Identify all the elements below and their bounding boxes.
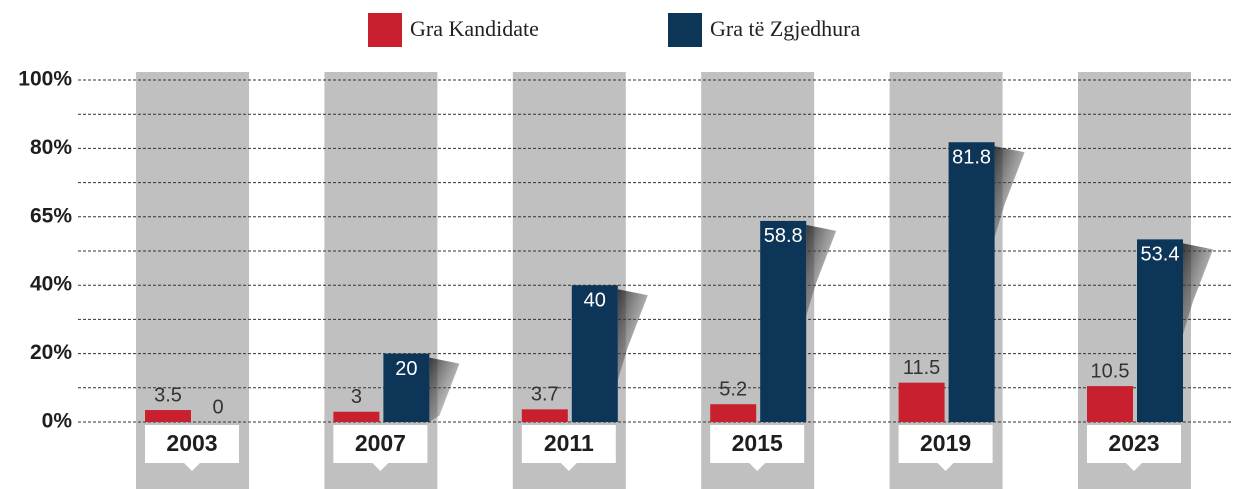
bar-shadow <box>806 224 837 316</box>
value-label: 40 <box>584 289 606 311</box>
y-tick-label: 0% <box>42 410 73 433</box>
x-tick-label: 2023 <box>1108 430 1159 456</box>
bar <box>333 411 380 422</box>
value-label: 10.5 <box>1091 360 1130 382</box>
value-label: 20 <box>395 358 417 380</box>
legend-label: Gra të Zgjedhura <box>710 16 860 41</box>
columns <box>136 72 1191 489</box>
bar <box>383 353 430 422</box>
bar-shadow <box>1183 243 1213 335</box>
legend-label: Gra Kandidate <box>410 16 539 41</box>
value-label: 5.2 <box>719 378 747 400</box>
bar <box>145 410 191 422</box>
bar <box>1087 386 1133 422</box>
bar <box>521 409 568 422</box>
category-box <box>521 425 616 471</box>
bar-shadow <box>429 357 460 422</box>
x-tick-label: 2015 <box>732 430 783 456</box>
category-box <box>333 425 428 471</box>
x-tick-label: 2003 <box>166 430 217 456</box>
value-label: 3 <box>351 386 362 408</box>
bar <box>1137 239 1183 422</box>
category-box <box>898 425 993 471</box>
value-label: 11.5 <box>903 357 940 379</box>
category-box <box>1087 425 1181 471</box>
bar <box>571 285 618 422</box>
value-label: 58.8 <box>764 225 803 247</box>
value-label: 0 <box>212 396 223 418</box>
bar <box>898 382 945 422</box>
bar <box>710 404 757 422</box>
y-tick-label: 100% <box>18 68 72 91</box>
x-tick-label: 2019 <box>920 430 971 456</box>
category-box <box>145 425 239 471</box>
x-tick-label: 2011 <box>544 430 594 456</box>
value-label: 3.5 <box>154 384 182 406</box>
marks: 3.5 0 2003 3 20 2007 3.7 40 2011 5.2 58.8 2015 11.5 8… <box>145 142 1213 471</box>
value-label: 53.4 <box>1141 244 1180 266</box>
category-box <box>710 425 805 471</box>
y-tick-label: 20% <box>30 341 72 364</box>
bar-shadow <box>994 146 1025 238</box>
y-tick-label: 40% <box>30 273 72 296</box>
value-label: 3.7 <box>531 384 559 406</box>
legend-swatch <box>668 13 702 47</box>
bar <box>760 220 807 422</box>
x-tick-label: 2007 <box>355 430 406 456</box>
bar-shadow <box>617 289 648 381</box>
y-tick-label: 65% <box>30 204 72 227</box>
bar <box>948 142 995 422</box>
value-label: 81.8 <box>952 147 991 169</box>
grid: 0% 20% 40% 65% 80% 100% <box>18 68 1232 433</box>
legend-swatch <box>368 13 402 47</box>
y-tick-label: 80% <box>30 136 72 159</box>
